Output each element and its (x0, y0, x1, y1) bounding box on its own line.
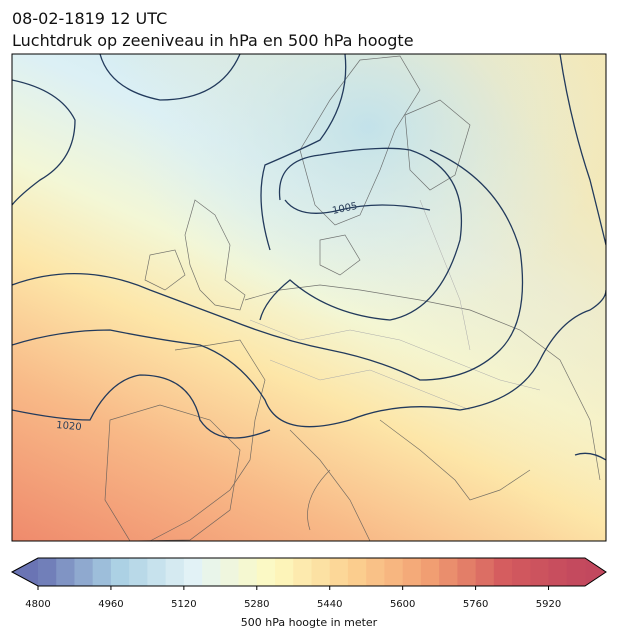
colorbar-tick-label: 4960 (98, 599, 123, 610)
colorbar-segment (566, 558, 586, 586)
borders (249, 199, 541, 411)
colorbar-tick-label: 5440 (317, 599, 342, 610)
colorbar-segment (238, 558, 258, 586)
colorbar-segment (402, 558, 422, 586)
colorbar-segment (202, 558, 221, 586)
colorbar-segment (530, 558, 550, 586)
colorbar-segment (311, 558, 331, 586)
colorbar-segment (512, 558, 531, 586)
colorbar-tick-label: 5280 (244, 599, 269, 610)
colorbar-tick-label: 5120 (171, 599, 196, 610)
colorbar-segment (129, 558, 148, 586)
colorbar-segment (256, 558, 276, 586)
colorbar-segment (548, 558, 568, 586)
colorbar-extend-low (12, 558, 38, 586)
colorbar-segment (366, 558, 385, 586)
colorbar-segment (420, 558, 440, 586)
colorbar: 4800 4960 5120 5280 5440 5600 5760 5920 500 hPa … (10, 557, 607, 629)
colorbar-segment (347, 558, 367, 586)
colorbar-segment (165, 558, 185, 586)
colorbar-tick-label: 5760 (463, 599, 488, 610)
colorbar-segment (439, 558, 458, 586)
map: 1005 1020 (12, 54, 606, 541)
contour-label: 1005 (331, 201, 358, 217)
colorbar-tick-label: 4800 (25, 599, 50, 610)
colorbar-segment (384, 558, 404, 586)
colorbar-segment (475, 558, 495, 586)
colorbar-segment (183, 558, 203, 586)
title: Luchtdruk op zeeniveau in hPa en 500 hPa… (12, 31, 414, 50)
isobars (12, 54, 606, 461)
colorbar-segment (220, 558, 240, 586)
colorbar-segment (56, 558, 75, 586)
colorbar-segment (92, 558, 112, 586)
colorbar-segment (147, 558, 167, 586)
colorbar-extend-high (585, 558, 606, 586)
colorbar-segment (457, 558, 477, 586)
map-frame (11, 53, 607, 542)
colorbar-segment (275, 558, 294, 586)
colorbar-segment (74, 558, 94, 586)
colorbar-segment (493, 558, 513, 586)
colorbar-segment (110, 558, 130, 586)
colorbar-label: 500 hPa hoogte in meter (241, 616, 378, 629)
colorbar-tick-label: 5920 (536, 599, 561, 610)
colorbar-segment (38, 558, 57, 586)
contour-label: 1020 (56, 420, 82, 433)
colorbar-tick-label: 5600 (390, 599, 415, 610)
date: 08-02-1819 12 UTC (12, 9, 167, 28)
colorbar-segment (293, 558, 312, 586)
colorbar-segment (329, 558, 349, 586)
